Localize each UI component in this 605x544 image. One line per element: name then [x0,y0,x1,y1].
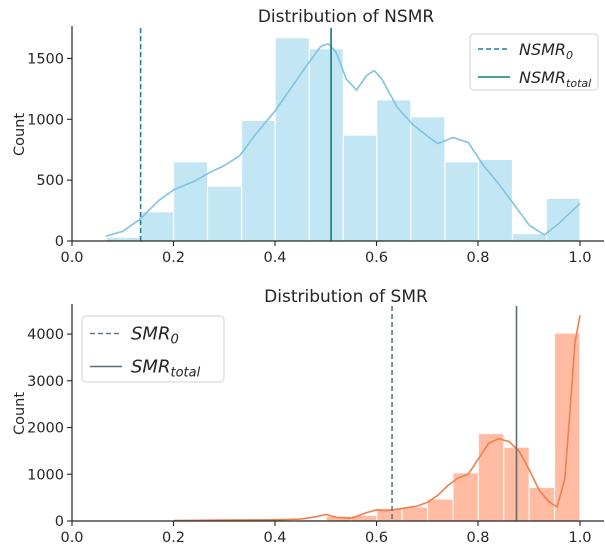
x-tick-label: 0.8 [466,530,489,544]
legend-entry: SMRtotal [131,357,201,381]
x-tick-label: 1.0 [568,250,591,266]
legend: SMR0 SMRtotal [81,315,225,383]
x-tick-label: 0.6 [365,250,388,266]
y-tick-label: 2000 [27,421,64,437]
y-tick-label: 0 [55,514,64,530]
kde-line [173,315,581,522]
legend-frame [469,33,599,91]
histogram-bar [477,158,513,242]
x-tick-label: 0.6 [365,530,388,544]
legend-entry: NSMR0 [519,40,573,62]
y-tick-label: 1000 [27,467,64,483]
x-tick-label: 0.0 [60,250,83,266]
y-tick-label: 0 [55,234,64,250]
histogram-bar [444,161,479,242]
y-tick-label: 3000 [27,374,64,390]
legend-frame [81,315,225,383]
x-tick-label: 0.2 [162,530,185,544]
x-tick-label: 0.2 [162,250,185,266]
chart-panel-1: Distribution of NSMR 0.0 0.2 0.4 0.6 0.8 1.0 0 5… [12,7,604,266]
kde-line [105,43,581,237]
x-tick-label: 0.4 [263,250,286,266]
histogram-bar [207,185,243,242]
y-tick-label: 1500 [27,51,64,67]
y-axis-label: Count [12,392,28,435]
histogram-bar [410,116,446,242]
histogram-bar [342,134,378,242]
histogram-bar [173,161,209,242]
x-tick-label: 0.4 [263,530,286,544]
legend: NSMR0 NSMRtotal [469,33,599,91]
chart-title: Distribution of SMR [264,287,428,307]
x-tick-label: 0.8 [466,250,489,266]
histogram-bar [427,498,454,522]
histogram-bar [452,472,479,522]
x-tick-label: 1.0 [568,530,591,544]
legend-entry: SMR0 [131,324,179,348]
y-tick-label: 1000 [27,112,64,128]
chart-panel-2: Distribution of SMR 0.0 0.2 0.4 0.6 0.8 1.0 0 10… [12,287,604,544]
histogram-bar [477,433,505,522]
histogram-bar [376,99,412,242]
y-tick-label: 4000 [27,327,64,343]
y-tick-label: 500 [36,173,64,189]
chart-title: Distribution of NSMR [258,7,435,27]
x-tick-label: 0.0 [60,530,83,544]
histogram-bar [241,120,276,242]
legend-entry: NSMRtotal [519,68,591,90]
histogram-bar [401,506,429,522]
histogram-bar [308,48,344,242]
y-axis-label: Count [12,113,28,156]
histogram-bar [554,332,581,522]
histogram-bar [511,233,547,242]
histogram-bar [139,211,175,242]
